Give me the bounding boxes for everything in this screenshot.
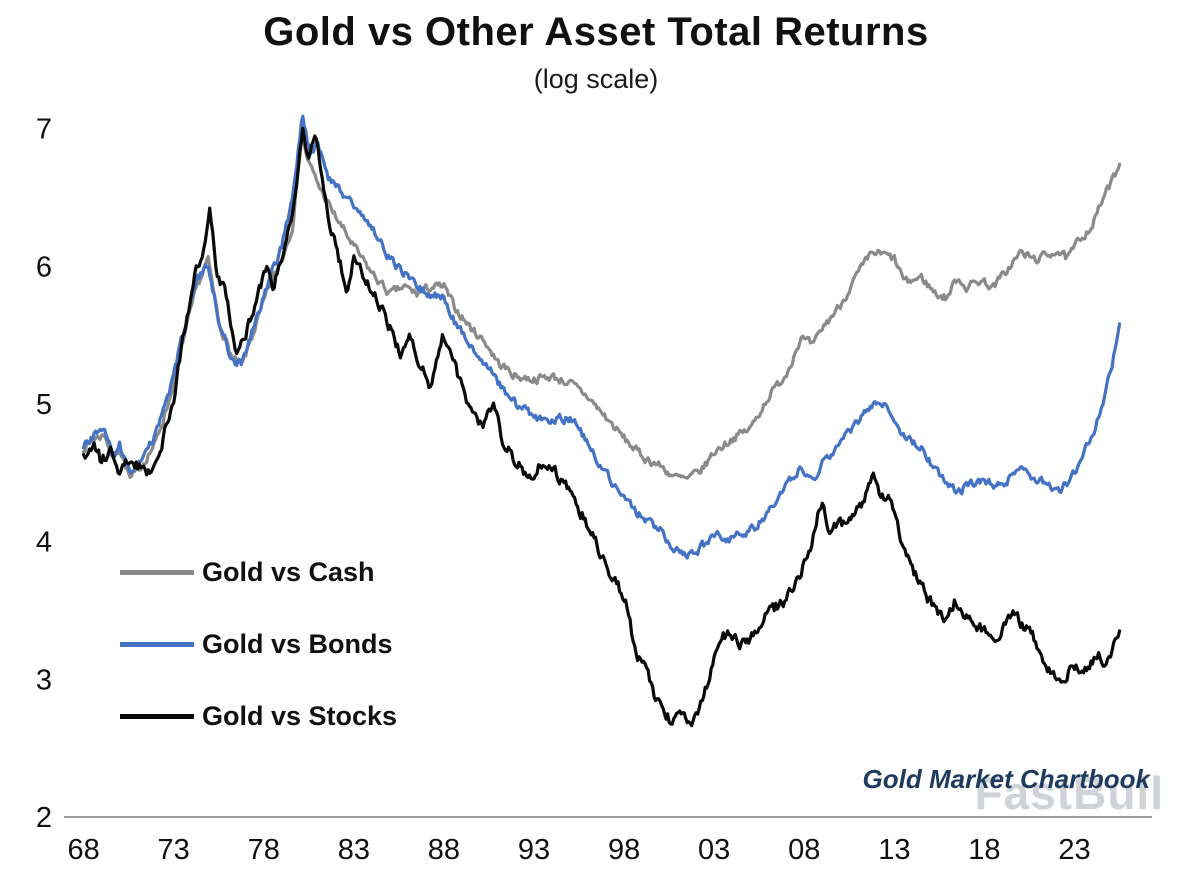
legend-entry-gold-vs-bonds: Gold vs Bonds (120, 624, 397, 664)
svg-text:88: 88 (428, 834, 460, 866)
legend-label-gold-vs-stocks: Gold vs Stocks (202, 700, 398, 731)
legend-label-gold-vs-bonds: Gold vs Bonds (202, 628, 393, 659)
svg-text:6: 6 (36, 251, 52, 283)
svg-text:2: 2 (36, 802, 52, 834)
svg-text:78: 78 (248, 834, 280, 866)
cash-line-swatch-icon (120, 569, 194, 575)
svg-text:08: 08 (788, 834, 820, 866)
svg-text:98: 98 (608, 834, 640, 866)
source-attribution: Gold Market Chartbook (862, 764, 1150, 794)
svg-text:18: 18 (968, 834, 1000, 866)
svg-text:5: 5 (36, 389, 52, 421)
svg-text:13: 13 (878, 834, 910, 866)
svg-text:3: 3 (36, 664, 52, 696)
chart-subtitle: (log scale) (533, 64, 659, 94)
fastbull-watermark: FastBull (974, 767, 1164, 819)
svg-text:03: 03 (698, 834, 730, 866)
chart-title: Gold vs Other Asset Total Returns (263, 10, 929, 54)
svg-text:83: 83 (338, 834, 370, 866)
legend: Gold vs Cash Gold vs Bonds Gold vs Stock… (120, 552, 397, 768)
legend-label-gold-vs-cash: Gold vs Cash (202, 556, 375, 587)
svg-text:4: 4 (36, 527, 52, 559)
svg-text:93: 93 (518, 834, 550, 866)
legend-entry-gold-vs-cash: Gold vs Cash (120, 552, 397, 592)
svg-text:7: 7 (36, 114, 52, 146)
svg-text:68: 68 (67, 834, 99, 866)
svg-text:23: 23 (1058, 834, 1090, 866)
svg-text:73: 73 (158, 834, 190, 866)
legend-entry-gold-vs-stocks: Gold vs Stocks (120, 696, 397, 736)
stocks-line-swatch-icon (120, 713, 194, 719)
bonds-line-swatch-icon (120, 641, 194, 647)
